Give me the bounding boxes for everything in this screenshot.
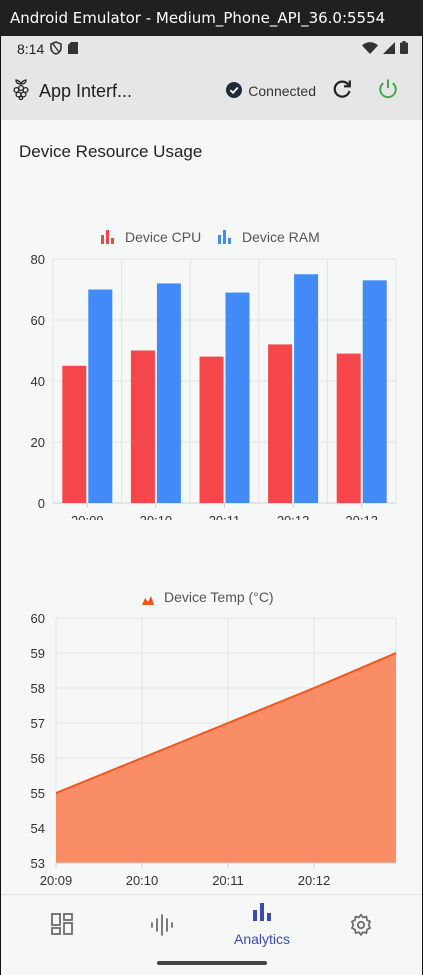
y-tick-label: 80 xyxy=(31,252,45,267)
app-title: App Interf... xyxy=(39,80,133,101)
power-icon xyxy=(377,78,399,105)
temp-line xyxy=(55,652,397,794)
y-tick-label: 20 xyxy=(31,435,45,450)
cell-signal-icon xyxy=(383,41,395,57)
gear-icon xyxy=(349,913,373,942)
bar-cpu xyxy=(130,350,155,503)
raspberry-pi-logo-icon xyxy=(11,78,31,105)
legend-swatch-1 xyxy=(218,235,221,244)
x-tick-label: 20:11 xyxy=(212,873,244,888)
phone-screen: 8:14 xyxy=(0,36,423,975)
legend-label-0: Device CPU xyxy=(125,229,201,245)
legend-swatch-1 xyxy=(223,230,226,244)
y-tick-label: 55 xyxy=(31,786,45,801)
bar-ram xyxy=(225,292,250,503)
legend-label-temp: Device Temp (°C) xyxy=(164,589,274,605)
bar-cpu xyxy=(268,344,293,503)
app-bar: App Interf... Connected xyxy=(1,62,422,120)
wifi-icon xyxy=(362,41,378,57)
refresh-button[interactable] xyxy=(322,71,362,111)
legend-label-1: Device RAM xyxy=(242,229,320,245)
status-bar: 8:14 xyxy=(1,36,422,62)
shield-status-icon xyxy=(50,40,63,58)
x-tick-label: 20:12 xyxy=(277,513,310,520)
legend-swatch-0 xyxy=(106,230,109,244)
bar-cpu xyxy=(62,365,87,503)
bar-chart-icon xyxy=(251,901,273,928)
x-tick-label: 20:10 xyxy=(140,513,173,520)
resource-bar-chart: Device CPU Device RAM 0 20 40 60 80 20:09 20:10 2… xyxy=(31,229,397,520)
legend-swatch-1 xyxy=(228,238,231,244)
power-button[interactable] xyxy=(368,71,408,111)
y-tick-label: 54 xyxy=(31,821,45,836)
refresh-icon xyxy=(331,78,353,105)
analytics-content: Device Resource Usage Device CPU Device R… xyxy=(1,120,422,895)
x-tick-label: 20:11 xyxy=(209,513,241,520)
connection-status: Connected xyxy=(226,81,316,101)
x-tick-label: 20:10 xyxy=(126,873,159,888)
window-title: Android Emulator - Medium_Phone_API_36.0… xyxy=(10,9,386,27)
y-tick-label: 58 xyxy=(31,681,45,696)
y-tick-label: 59 xyxy=(31,646,45,661)
waveform-icon xyxy=(150,913,174,942)
status-time: 8:14 xyxy=(17,41,45,57)
nav-signal[interactable] xyxy=(132,901,192,951)
y-tick-label: 0 xyxy=(38,496,45,511)
window-titlebar: Android Emulator - Medium_Phone_API_36.0… xyxy=(0,0,423,36)
y-tick-label: 57 xyxy=(31,716,45,731)
y-tick-label: 40 xyxy=(31,374,45,389)
section-title: Device Resource Usage xyxy=(19,142,203,161)
bottom-navigation: Analytics xyxy=(1,894,422,975)
bar-ram xyxy=(294,274,319,503)
gesture-bar[interactable] xyxy=(157,961,267,965)
temp-area xyxy=(56,653,396,863)
x-tick-label: 20:12 xyxy=(298,873,331,888)
bar-cpu xyxy=(336,353,361,503)
legend-swatch-0 xyxy=(101,235,104,244)
legend-swatch-0 xyxy=(111,238,114,244)
nav-settings[interactable] xyxy=(331,901,391,951)
sd-card-icon xyxy=(68,41,79,57)
x-tick-label: 20:09 xyxy=(40,873,73,888)
x-tick-label: 20:13 xyxy=(345,513,378,520)
dashboard-icon xyxy=(51,913,73,940)
bar-ram xyxy=(156,283,181,503)
y-tick-label: 56 xyxy=(31,751,45,766)
connection-label: Connected xyxy=(248,83,316,99)
x-tick-label: 20:09 xyxy=(71,513,104,520)
nav-analytics[interactable]: Analytics xyxy=(232,901,292,951)
bar-ram xyxy=(362,280,387,503)
y-tick-label: 60 xyxy=(31,611,45,626)
y-tick-label: 60 xyxy=(31,313,45,328)
bar-ram xyxy=(88,289,113,503)
nav-dashboard[interactable] xyxy=(32,901,92,951)
bar-cpu xyxy=(199,356,224,503)
nav-analytics-label: Analytics xyxy=(233,931,291,947)
legend-swatch-temp xyxy=(142,596,154,605)
battery-icon xyxy=(400,41,408,57)
y-tick-label: 53 xyxy=(31,856,45,871)
check-circle-icon xyxy=(226,81,243,101)
